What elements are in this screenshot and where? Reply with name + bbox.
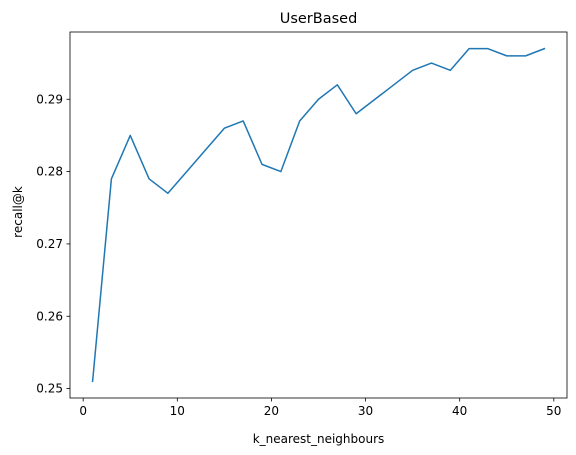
y-axis: 0.25 0.26 0.27 0.28 0.29 [36,92,70,396]
x-axis: 0 10 20 30 40 50 [79,398,561,418]
x-tick-label: 10 [170,404,185,418]
y-tick-label: 0.29 [36,92,63,106]
y-tick-label: 0.26 [36,309,63,323]
series-line-0 [91,47,546,383]
x-tick-label: 30 [358,404,373,418]
y-tick-label: 0.27 [36,237,63,251]
plot-area [69,31,568,399]
x-tick-label: 20 [264,404,279,418]
y-tick-label: 0.28 [36,165,63,179]
x-tick-label: 40 [452,404,467,418]
y-axis-label: recall@k [11,186,25,238]
x-tick-label: 50 [546,404,561,418]
x-axis-label: k_nearest_neighbours [253,432,385,446]
chart-title: UserBased [280,11,358,27]
plot-frame [69,31,568,399]
x-tick-label: 0 [79,404,87,418]
y-tick-label: 0.25 [36,382,63,396]
